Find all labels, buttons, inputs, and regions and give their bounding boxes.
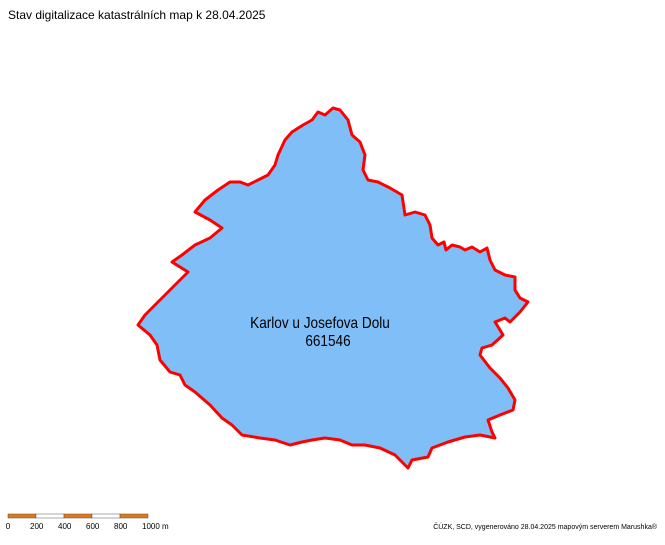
cadastral-area [136,106,530,470]
scale-labels: 0 200 400 600 800 1000 m [6,522,169,531]
scale-label: 600 [86,522,100,531]
scale-label: 200 [30,522,44,531]
scale-label: 1000 m [142,522,169,531]
scale-label: 800 [114,522,128,531]
scale-segment [63,513,93,519]
area-code: 661546 [305,333,350,350]
scale-segment [91,513,121,519]
scale-segment [7,513,37,519]
credits: ČÚZK, SCD, vygenerováno 28.04.2025 mapov… [433,522,658,531]
scale-label: 0 [6,522,11,531]
scale-bar [7,513,149,519]
scale-segment [35,513,65,519]
area-name: Karlov u Josefova Dolu [250,315,390,332]
scale-segment [119,513,149,519]
scale-label: 400 [58,522,72,531]
map-title: Stav digitalizace katastrálních map k 28… [8,8,266,22]
